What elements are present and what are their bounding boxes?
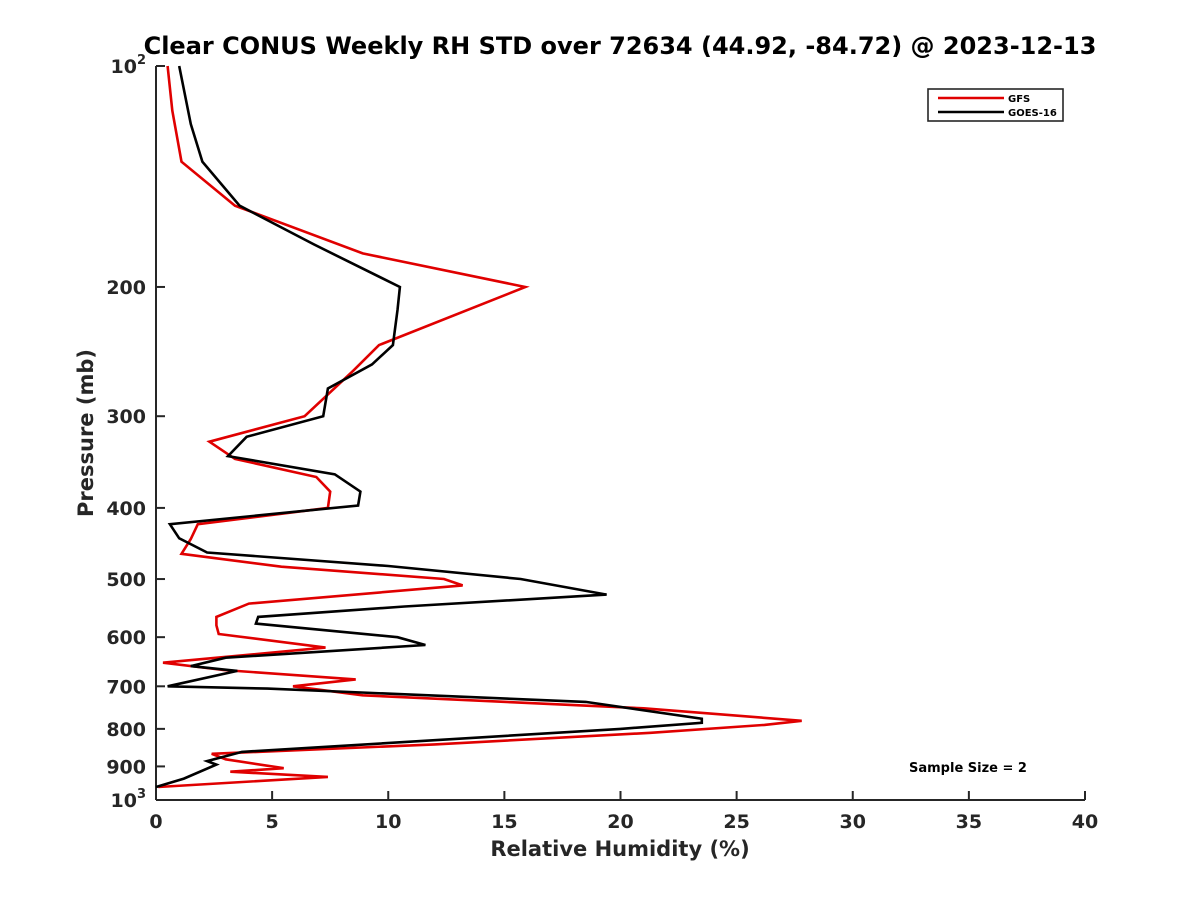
y-tick-label-100: 102 [111,53,147,78]
y-tick-label-800: 800 [106,719,146,741]
y-tick-label-900: 900 [106,756,146,778]
y-tick-label-400: 400 [106,498,146,520]
chart-title: Clear CONUS Weekly RH STD over 72634 (44… [144,32,1097,60]
legend: GFS GOES-16 [927,88,1064,122]
x-tick-label-40: 40 [1072,811,1098,833]
x-tick-label-10: 10 [375,811,401,833]
y-tick-label-600: 600 [106,627,146,649]
x-tick-label-0: 0 [149,811,162,833]
y-tick-label-300: 300 [106,406,146,428]
x-tick-label-15: 15 [491,811,517,833]
x-tick-label-25: 25 [723,811,749,833]
x-axis-label: Relative Humidity (%) [490,837,749,861]
legend-label-gfs: GFS [1008,94,1030,105]
x-tick-label-20: 20 [607,811,633,833]
legend-box [927,88,1064,122]
x-tick-label-35: 35 [956,811,982,833]
sample-size-annotation: Sample Size = 2 [909,761,1027,776]
y-tick-label-1000: 103 [111,787,147,812]
y-tick-label-200: 200 [106,277,146,299]
y-tick-label-700: 700 [106,676,146,698]
series-line-goes-16 [155,65,704,789]
y-tick-label-500: 500 [106,569,146,591]
series-line-gfs [158,65,802,789]
x-tick-label-5: 5 [266,811,279,833]
plot-area: 0 5 10 15 20 25 30 35 40 102 200 300 400 500 600 700 800… [106,53,1098,833]
legend-label-goes-16: GOES-16 [1008,108,1057,119]
y-axis-label: Pressure (mb) [74,349,98,517]
x-tick-label-30: 30 [840,811,866,833]
